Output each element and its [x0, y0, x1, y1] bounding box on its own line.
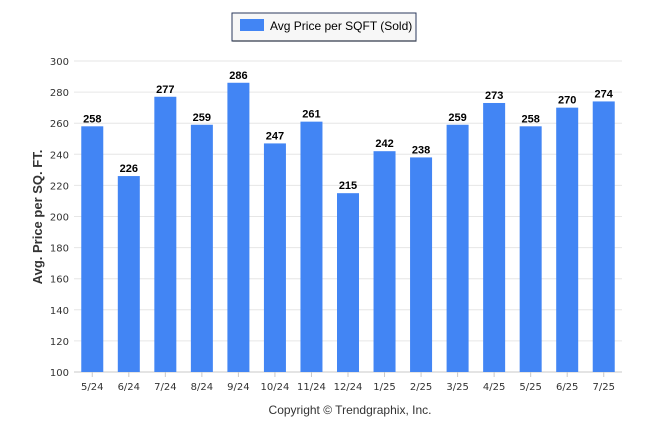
data-label: 215 [339, 180, 357, 192]
y-tick-label: 240 [50, 150, 69, 161]
y-tick-label: 120 [50, 337, 69, 348]
x-tick-label: 4/25 [483, 382, 505, 393]
data-label: 259 [448, 112, 466, 124]
bar-5-24[interactable] [81, 126, 104, 372]
y-tick-label: 140 [50, 306, 69, 317]
bar-7-25[interactable] [592, 101, 615, 373]
bar-3-25[interactable] [446, 124, 469, 372]
x-tick-label: 5/24 [81, 382, 103, 393]
data-label: 259 [193, 112, 211, 124]
bar-1-25[interactable] [373, 151, 396, 372]
bar-12-24[interactable] [337, 193, 359, 372]
data-label: 247 [266, 130, 284, 142]
data-label: 273 [485, 90, 503, 102]
data-label: 277 [156, 84, 174, 96]
legend-label: Avg Price per SQFT (Sold) [270, 19, 412, 33]
value-labels: 258 226 277 259 286 247 261 215 242 238 259 273 258 2… [83, 70, 614, 192]
bar-6-24[interactable] [117, 176, 140, 372]
x-axis-ticks: 5/24 6/24 7/24 8/24 9/24 10/24 11/24 12/24 1/25 2… [81, 372, 615, 393]
y-axis-title: Avg. Price per SQ. FT. [30, 150, 45, 285]
x-tick-label: 12/24 [334, 382, 363, 393]
data-label: 226 [120, 163, 138, 175]
x-tick-label: 8/24 [191, 382, 213, 393]
y-axis-ticks: 100 120 140 160 180 200 220 240 260 280 300 [50, 57, 69, 379]
x-tick-label: 10/24 [261, 382, 290, 393]
x-tick-label: 11/24 [297, 382, 326, 393]
bar-7-24[interactable] [154, 96, 177, 372]
y-tick-label: 200 [50, 213, 69, 224]
y-tick-label: 100 [50, 368, 69, 379]
x-tick-label: 7/24 [154, 382, 176, 393]
bar-6-25[interactable] [556, 107, 579, 373]
x-tick-label: 6/25 [556, 382, 578, 393]
x-tick-label: 6/24 [118, 382, 140, 393]
bar-8-24[interactable] [190, 124, 213, 372]
legend-shadow [232, 40, 417, 42]
x-tick-label: 3/25 [446, 382, 468, 393]
data-label: 242 [375, 138, 393, 150]
y-tick-label: 300 [50, 57, 69, 68]
y-tick-label: 260 [50, 119, 69, 130]
bar-9-24[interactable] [227, 82, 250, 373]
data-label: 238 [412, 144, 430, 156]
bar-11-24[interactable] [300, 121, 323, 373]
data-label: 274 [595, 88, 614, 100]
legend-swatch [240, 19, 264, 31]
x-tick-label: 7/25 [592, 382, 614, 393]
data-label: 286 [229, 70, 247, 82]
y-tick-label: 280 [50, 88, 69, 99]
x-tick-label: 5/25 [519, 382, 541, 393]
y-tick-label: 220 [50, 181, 69, 192]
y-tick-label: 160 [50, 275, 69, 286]
bar-10-24[interactable] [263, 143, 286, 372]
y-tick-label: 180 [50, 244, 69, 255]
data-label: 258 [521, 113, 539, 125]
bars [81, 82, 615, 373]
data-label: 270 [558, 95, 576, 107]
data-label: 261 [302, 109, 320, 121]
x-tick-label: 1/25 [373, 382, 395, 393]
bar-4-25[interactable] [483, 102, 506, 373]
copyright-footer: Copyright © Trendgraphix, Inc. [269, 403, 432, 417]
x-tick-label: 9/24 [227, 382, 249, 393]
bar-5-25[interactable] [519, 126, 542, 372]
bar-2-25[interactable] [410, 157, 433, 372]
x-tick-label: 2/25 [410, 382, 432, 393]
legend: Avg Price per SQFT (Sold) [231, 12, 417, 42]
data-label: 258 [83, 113, 101, 125]
